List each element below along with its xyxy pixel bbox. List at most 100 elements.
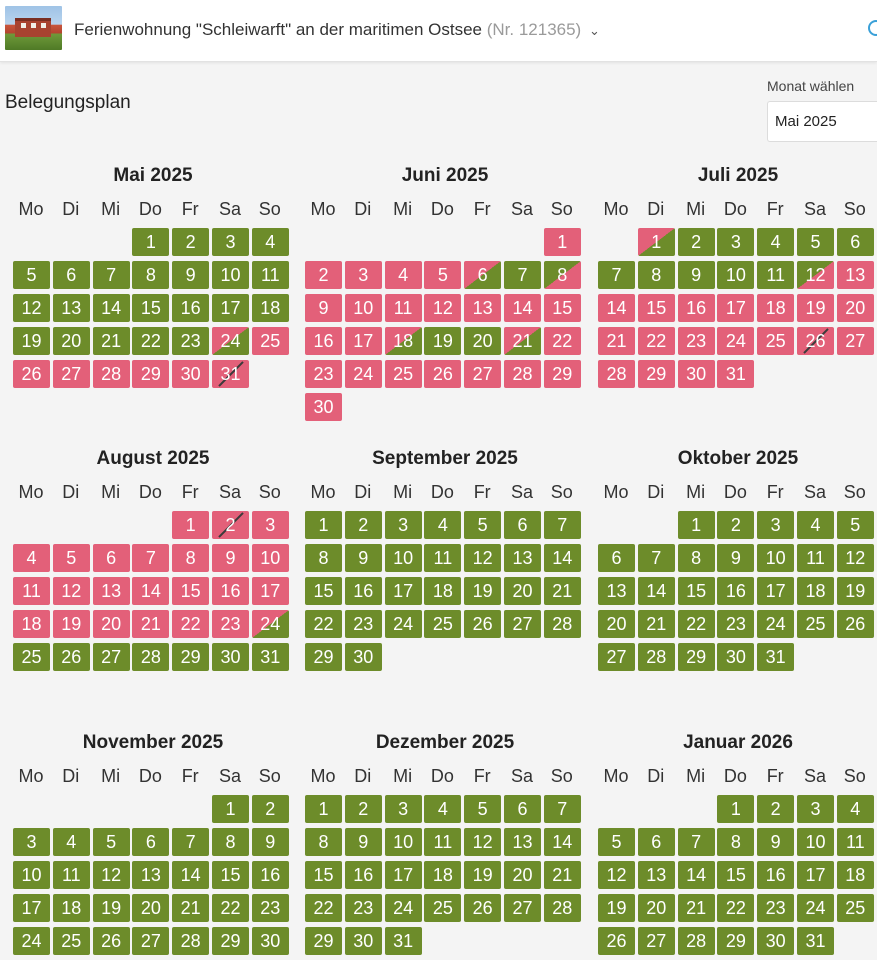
calendar-day[interactable]: 18 <box>757 294 795 322</box>
calendar-day[interactable]: 19 <box>52 610 90 638</box>
calendar-day[interactable]: 30 <box>172 360 210 388</box>
calendar-day[interactable]: 7 <box>172 828 210 856</box>
calendar-day[interactable]: 20 <box>92 610 130 638</box>
calendar-day[interactable]: 22 <box>543 327 581 355</box>
calendar-day[interactable]: 23 <box>305 360 342 388</box>
calendar-day[interactable]: 17 <box>212 294 249 322</box>
calendar-day[interactable]: 22 <box>305 610 342 638</box>
calendar-day[interactable]: 1 <box>212 795 249 823</box>
calendar-day[interactable]: 30 <box>344 643 382 671</box>
calendar-day[interactable]: 7 <box>504 261 541 289</box>
calendar-day[interactable]: 3 <box>384 511 422 539</box>
calendar-day[interactable]: 12 <box>92 861 130 889</box>
calendar-day[interactable]: 23 <box>251 894 289 922</box>
calendar-day[interactable]: 13 <box>504 828 541 856</box>
calendar-day[interactable]: 15 <box>717 861 755 889</box>
calendar-day[interactable]: 9 <box>677 261 715 289</box>
calendar-day[interactable]: 5 <box>92 828 130 856</box>
calendar-day[interactable]: 26 <box>424 360 462 388</box>
calendar-day[interactable]: 29 <box>677 643 715 671</box>
calendar-day[interactable]: 13 <box>92 577 130 605</box>
calendar-day[interactable]: 19 <box>464 861 502 889</box>
calendar-day[interactable]: 17 <box>717 294 755 322</box>
calendar-day[interactable]: 17 <box>251 577 289 605</box>
calendar-day[interactable]: 25 <box>424 610 462 638</box>
calendar-day[interactable]: 14 <box>677 861 715 889</box>
calendar-day[interactable]: 13 <box>598 577 635 605</box>
calendar-day[interactable]: 18 <box>424 861 462 889</box>
calendar-day[interactable]: 3 <box>13 828 50 856</box>
calendar-day[interactable]: 21 <box>132 610 170 638</box>
calendar-day[interactable]: 10 <box>13 861 50 889</box>
calendar-day[interactable]: 28 <box>637 643 675 671</box>
calendar-day[interactable]: 9 <box>251 828 289 856</box>
calendar-day[interactable]: 10 <box>717 261 755 289</box>
calendar-day[interactable]: 24 <box>212 327 249 355</box>
calendar-day[interactable]: 6 <box>637 828 675 856</box>
calendar-day[interactable]: 19 <box>13 327 50 355</box>
calendar-day[interactable]: 6 <box>92 544 130 572</box>
calendar-day[interactable]: 26 <box>464 610 502 638</box>
calendar-day[interactable]: 30 <box>757 927 795 955</box>
calendar-day[interactable]: 30 <box>677 360 715 388</box>
calendar-day[interactable]: 29 <box>212 927 249 955</box>
calendar-day[interactable]: 18 <box>797 577 834 605</box>
chevron-down-icon[interactable]: ⌄ <box>588 23 600 38</box>
calendar-day[interactable]: 11 <box>384 294 422 322</box>
calendar-day[interactable]: 15 <box>212 861 249 889</box>
calendar-day[interactable]: 17 <box>757 577 795 605</box>
calendar-day[interactable]: 9 <box>212 544 249 572</box>
calendar-day[interactable]: 8 <box>677 544 715 572</box>
calendar-day[interactable]: 28 <box>132 643 170 671</box>
calendar-day[interactable]: 19 <box>424 327 462 355</box>
calendar-day[interactable]: 6 <box>836 228 874 256</box>
calendar-day[interactable]: 21 <box>504 327 541 355</box>
calendar-day[interactable]: 8 <box>717 828 755 856</box>
calendar-day[interactable]: 10 <box>344 294 382 322</box>
calendar-day[interactable]: 5 <box>424 261 462 289</box>
calendar-day[interactable]: 2 <box>677 228 715 256</box>
calendar-day[interactable]: 5 <box>52 544 90 572</box>
calendar-day[interactable]: 7 <box>677 828 715 856</box>
calendar-day[interactable]: 24 <box>344 360 382 388</box>
calendar-day[interactable]: 27 <box>598 643 635 671</box>
calendar-day[interactable]: 27 <box>132 927 170 955</box>
calendar-day[interactable]: 28 <box>677 927 715 955</box>
calendar-day[interactable]: 16 <box>757 861 795 889</box>
calendar-day[interactable]: 22 <box>132 327 170 355</box>
calendar-day[interactable]: 26 <box>52 643 90 671</box>
calendar-day[interactable]: 14 <box>132 577 170 605</box>
calendar-day[interactable]: 17 <box>344 327 382 355</box>
calendar-day[interactable]: 14 <box>92 294 130 322</box>
calendar-day[interactable]: 25 <box>797 610 834 638</box>
calendar-day[interactable]: 27 <box>637 927 675 955</box>
calendar-day[interactable]: 17 <box>13 894 50 922</box>
calendar-day[interactable]: 2 <box>344 795 382 823</box>
calendar-day[interactable]: 23 <box>757 894 795 922</box>
calendar-day[interactable]: 8 <box>543 261 581 289</box>
calendar-day[interactable]: 17 <box>384 861 422 889</box>
calendar-day[interactable]: 30 <box>344 927 382 955</box>
calendar-day[interactable]: 30 <box>717 643 755 671</box>
calendar-day[interactable]: 23 <box>212 610 249 638</box>
calendar-day[interactable]: 31 <box>797 927 834 955</box>
calendar-day[interactable]: 11 <box>424 828 462 856</box>
calendar-day[interactable]: 25 <box>52 927 90 955</box>
calendar-day[interactable]: 11 <box>836 828 874 856</box>
calendar-day[interactable]: 16 <box>305 327 342 355</box>
calendar-day[interactable]: 8 <box>305 828 342 856</box>
calendar-day[interactable]: 18 <box>13 610 50 638</box>
calendar-day[interactable]: 26 <box>797 327 834 355</box>
calendar-day[interactable]: 18 <box>384 327 422 355</box>
calendar-day[interactable]: 1 <box>305 511 342 539</box>
calendar-day[interactable]: 6 <box>132 828 170 856</box>
calendar-day[interactable]: 7 <box>598 261 635 289</box>
calendar-day[interactable]: 29 <box>717 927 755 955</box>
calendar-day[interactable]: 20 <box>637 894 675 922</box>
calendar-day[interactable]: 29 <box>305 927 342 955</box>
calendar-day[interactable]: 1 <box>172 511 210 539</box>
calendar-day[interactable]: 15 <box>543 294 581 322</box>
calendar-day[interactable]: 22 <box>212 894 249 922</box>
calendar-day[interactable]: 6 <box>504 795 541 823</box>
calendar-day[interactable]: 29 <box>132 360 170 388</box>
